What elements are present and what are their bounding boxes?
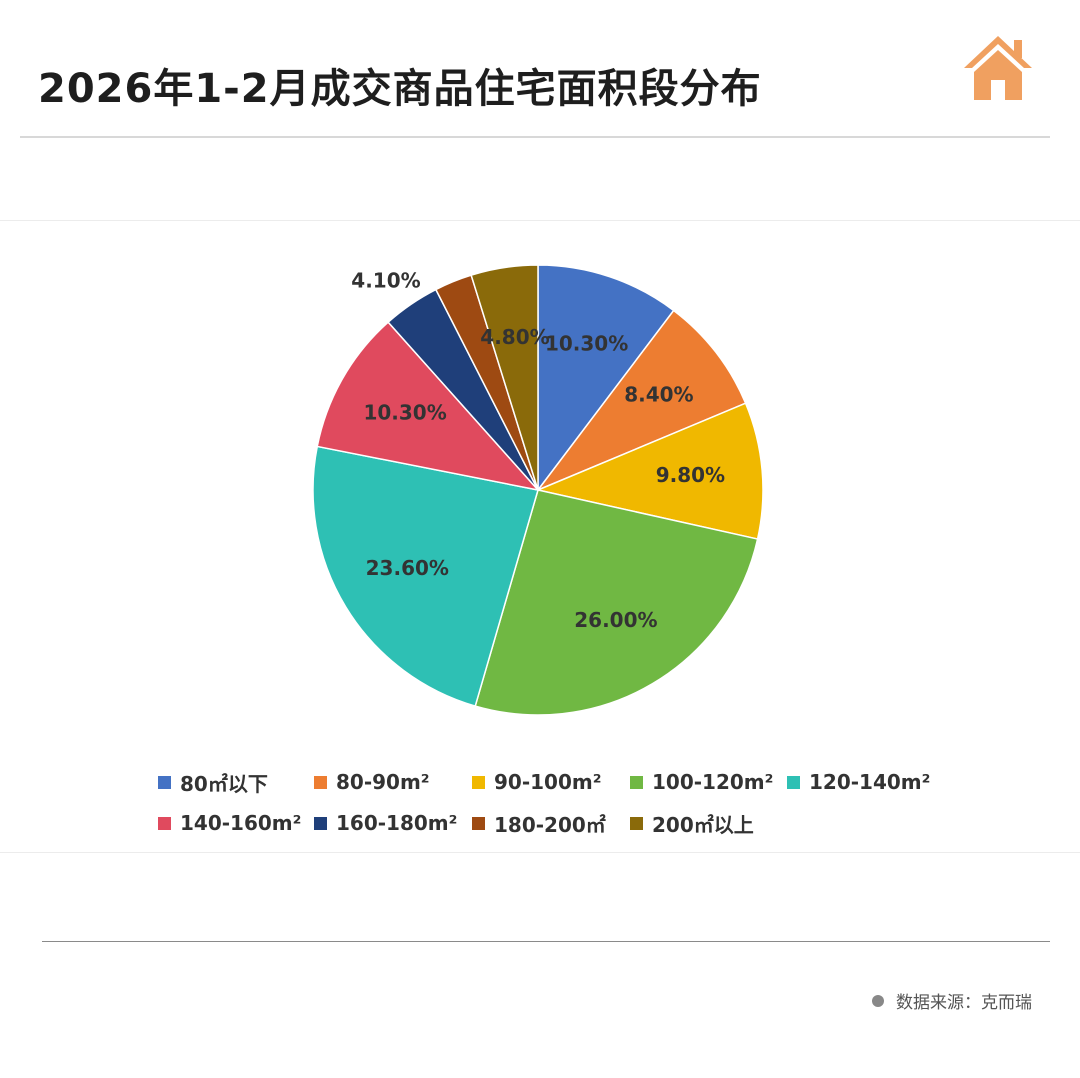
pie-slice bbox=[312, 445, 539, 707]
legend-label: 160-180m² bbox=[336, 811, 458, 835]
pie-slice bbox=[474, 489, 759, 716]
legend-label: 90-100m² bbox=[494, 770, 602, 794]
legend-swatch bbox=[630, 816, 643, 830]
slice-data-label: 23.60% bbox=[366, 556, 449, 580]
chart-top-divider bbox=[0, 220, 1080, 221]
legend-swatch bbox=[158, 816, 171, 830]
legend-label: 80㎡以下 bbox=[180, 771, 268, 796]
legend-divider bbox=[0, 852, 1080, 853]
legend-swatch bbox=[472, 816, 485, 830]
legend-item: 200㎡以上 bbox=[630, 811, 754, 837]
slice-data-label: 26.00% bbox=[574, 608, 657, 632]
slice-data-label: 9.80% bbox=[656, 463, 725, 487]
data-source: 数据来源：克而瑞 bbox=[872, 988, 1032, 1013]
legend-item: 180-200㎡ bbox=[472, 811, 606, 837]
legend-label: 180-200㎡ bbox=[494, 812, 606, 837]
legend-label: 200㎡以上 bbox=[652, 812, 754, 837]
legend-swatch bbox=[787, 775, 800, 789]
data-source-text: 数据来源：克而瑞 bbox=[896, 993, 1032, 1013]
legend-swatch bbox=[472, 775, 485, 789]
legend-label: 140-160m² bbox=[180, 811, 302, 835]
legend-item: 80-90m² bbox=[314, 770, 430, 794]
slice-data-label: 4.10% bbox=[351, 269, 420, 293]
footer-divider bbox=[42, 941, 1050, 942]
legend-label: 100-120m² bbox=[652, 770, 774, 794]
slice-data-label: 10.30% bbox=[363, 401, 446, 425]
legend-label: 120-140m² bbox=[809, 770, 931, 794]
legend-swatch bbox=[314, 775, 327, 789]
legend-item: 90-100m² bbox=[472, 770, 601, 794]
legend-item: 100-120m² bbox=[630, 770, 773, 794]
legend-swatch bbox=[630, 775, 643, 789]
slice-data-label: 4.80% bbox=[480, 325, 549, 349]
legend-item: 160-180m² bbox=[314, 811, 457, 835]
title-divider bbox=[20, 136, 1050, 138]
legend-swatch bbox=[314, 816, 327, 830]
legend-item: 140-160m² bbox=[158, 811, 301, 835]
legend-label: 80-90m² bbox=[336, 770, 430, 794]
house-icon bbox=[964, 36, 1032, 100]
pie-slice bbox=[316, 321, 541, 492]
slice-data-label: 10.30% bbox=[545, 331, 628, 355]
legend-item: 120-140m² bbox=[787, 770, 930, 794]
page-title: 2026年1-2月成交商品住宅面积段分布 bbox=[38, 66, 762, 112]
pie-slice bbox=[535, 402, 764, 540]
legend-swatch bbox=[158, 775, 171, 789]
legend-item: 80㎡以下 bbox=[158, 770, 268, 796]
slice-data-label: 8.40% bbox=[624, 383, 693, 407]
pie-slice bbox=[535, 309, 747, 492]
pie-slice bbox=[537, 264, 675, 493]
bullet-icon bbox=[872, 994, 884, 1007]
pie-slice bbox=[470, 264, 539, 491]
